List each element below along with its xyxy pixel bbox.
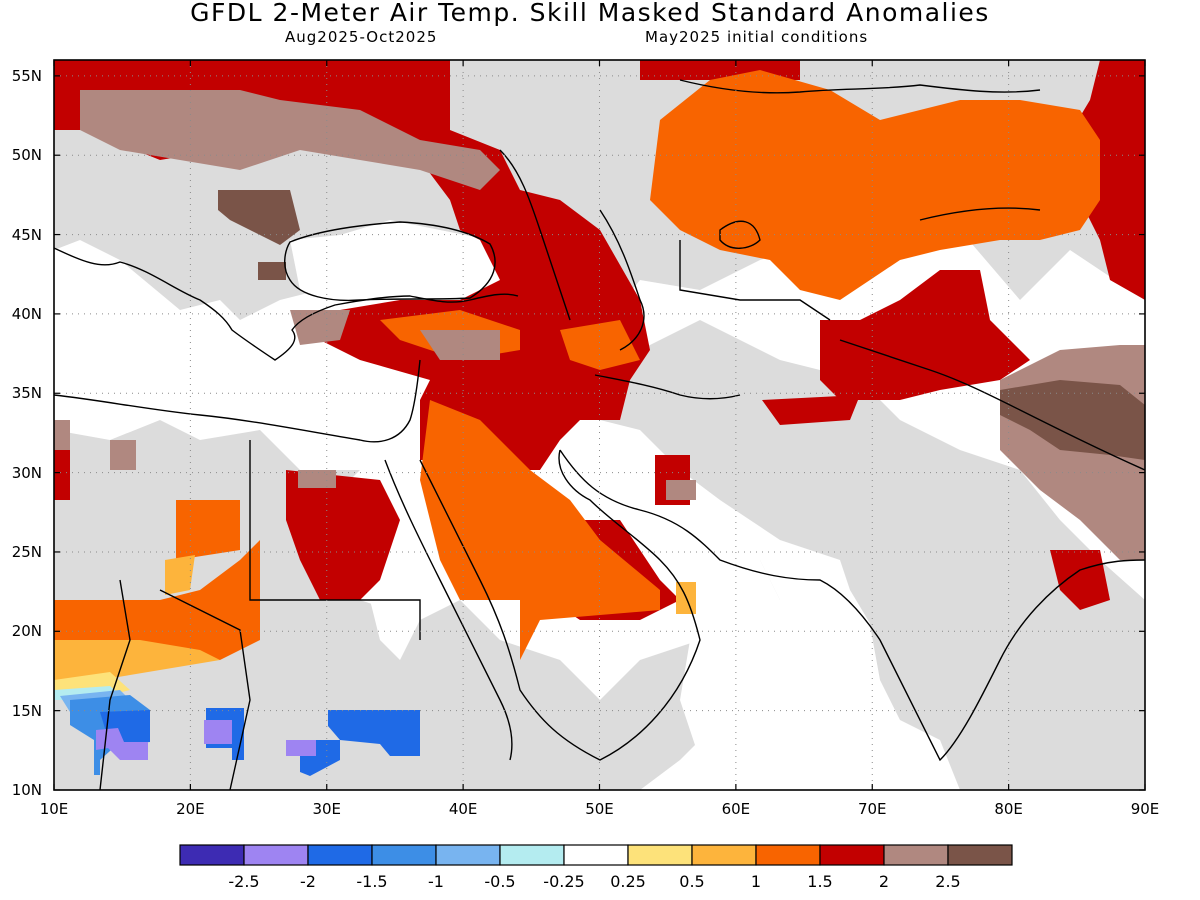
season-subtitle: Aug2025-Oct2025 (285, 28, 438, 46)
lat-label: 15N (11, 701, 42, 720)
lon-label: 80E (994, 800, 1023, 818)
map-title: GFDL 2-Meter Air Temp. Skill Masked Stan… (190, 0, 990, 27)
lat-label: 30N (11, 463, 42, 482)
init-conditions-subtitle: May2025 initial conditions (645, 28, 869, 46)
lon-label: 90E (1130, 800, 1160, 818)
lat-label: 45N (11, 225, 42, 244)
colorbar-swatch (307, 844, 373, 866)
lat-label: 35N (11, 384, 42, 403)
lat-label: 55N (11, 66, 42, 85)
lon-label: 60E (721, 800, 751, 818)
strong-anomaly-regions (54, 90, 1145, 560)
cool-anomaly-regions (54, 686, 420, 776)
colorbar-swatch (755, 844, 821, 866)
coastlines (54, 79, 1145, 790)
colorbar-label: 2 (878, 872, 890, 891)
colorbar-swatch (179, 844, 245, 866)
colorbar-swatch (243, 844, 309, 866)
colorbar-label: -0.25 (543, 872, 585, 891)
colorbar-swatch (691, 844, 757, 866)
colorbar-label: -2 (300, 872, 316, 891)
colorbar-swatch (819, 844, 885, 866)
lat-label: 40N (11, 304, 42, 323)
colorbar-swatch (563, 844, 629, 866)
lon-label: 10E (39, 800, 69, 818)
map-frame (53, 59, 1146, 791)
colorbar-swatch (627, 844, 693, 866)
lon-label: 40E (448, 800, 478, 818)
colorbar-swatch (947, 844, 1013, 866)
lat-label: 25N (11, 542, 42, 561)
lat-label: 10N (11, 781, 42, 799)
colorbar-label: 0.5 (679, 872, 705, 891)
colorbar-label: 1.5 (807, 872, 833, 891)
lon-label: 20E (176, 800, 205, 818)
colorbar-swatch (883, 844, 949, 866)
lon-label: 30E (312, 800, 342, 818)
colorbar-label: -2.5 (228, 872, 260, 891)
colorbar-swatch (499, 844, 565, 866)
lat-label: 20N (11, 622, 42, 641)
colorbar-label: 2.5 (935, 872, 961, 891)
colorbar-swatch (435, 844, 501, 866)
lon-label: 50E (585, 800, 614, 818)
colorbar (179, 844, 1013, 866)
colorbar-label: -1 (428, 872, 444, 891)
colorbar-label: 0.25 (610, 872, 646, 891)
colorbar-label: 1 (750, 872, 762, 891)
anomaly-field (54, 60, 1145, 790)
colorbar-label: -0.5 (484, 872, 516, 891)
colorbar-swatch (371, 844, 437, 866)
lon-label: 70E (857, 800, 887, 818)
colorbar-label: -1.5 (356, 872, 388, 891)
warm-anomaly-regions (54, 60, 1145, 700)
lat-label: 50N (11, 146, 42, 165)
